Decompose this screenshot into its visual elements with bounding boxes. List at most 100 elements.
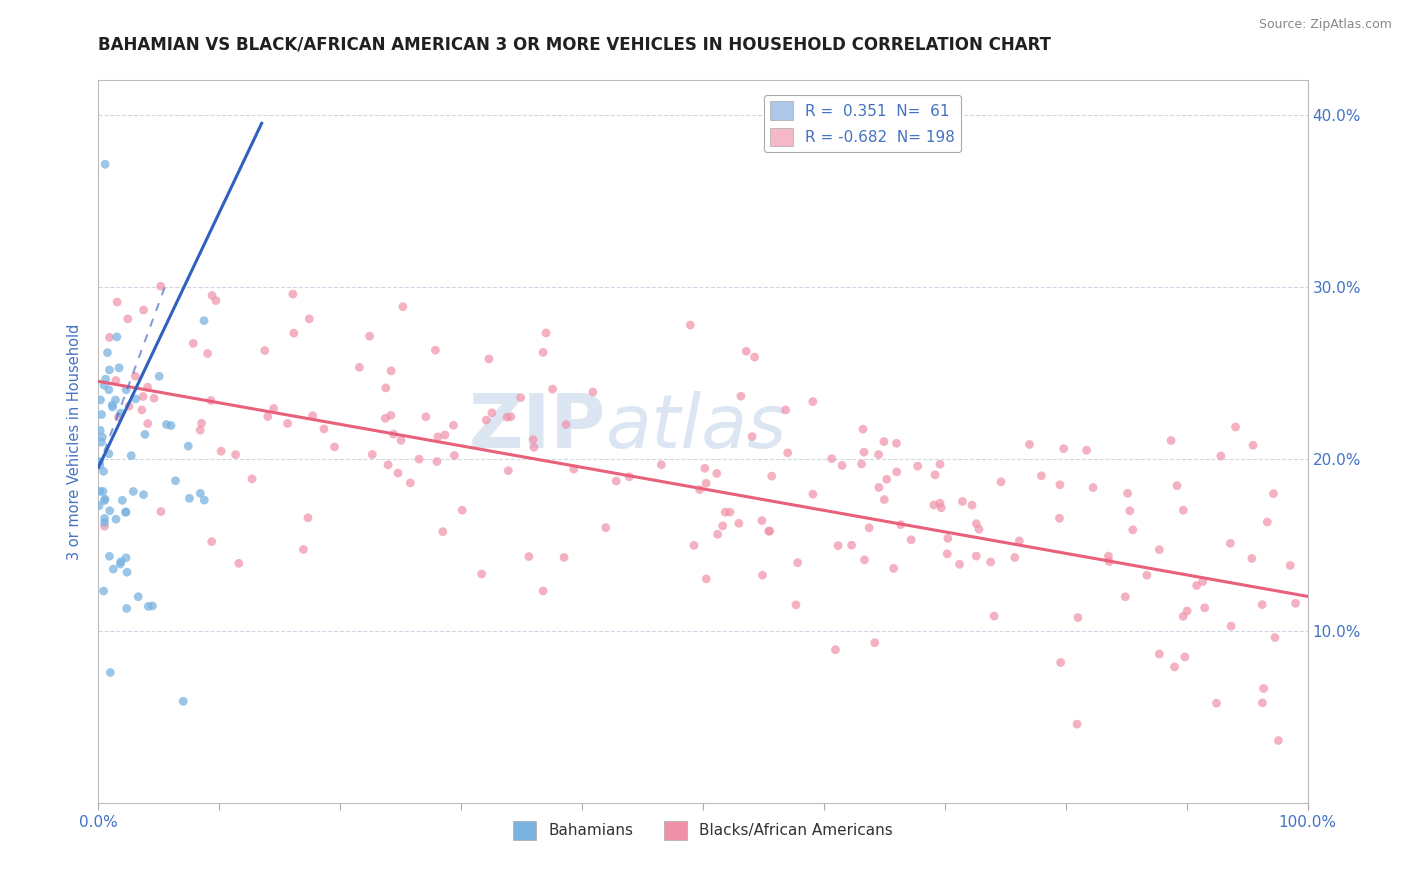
Point [426,454,449,468]
Point [876,472,898,486]
Point [389,434,412,448]
Point [209,444,232,458]
Point [225,448,247,462]
Point [399,475,422,490]
Point [751,568,773,582]
Point [741,429,763,443]
Point [751,514,773,528]
Point [907,459,929,474]
Point [801,487,824,501]
Point [1081,481,1104,495]
Point [553,550,575,565]
Point [115,601,138,615]
Point [148,369,170,384]
Point [124,392,146,406]
Point [824,642,846,657]
Point [90,435,112,450]
Point [297,510,319,524]
Point [433,428,456,442]
Point [93,516,115,530]
Point [104,374,127,388]
Legend: Bahamians, Blacks/African Americans: Bahamians, Blacks/African Americans [508,815,898,846]
Point [650,458,672,472]
Point [851,457,873,471]
Point [786,556,808,570]
Point [98,363,121,377]
Point [256,409,278,424]
Point [136,380,159,394]
Point [110,557,132,571]
Point [1264,631,1286,645]
Point [110,555,132,569]
Point [197,346,219,360]
Point [425,343,447,358]
Point [960,498,983,512]
Point [188,486,211,500]
Point [97,383,120,397]
Point [922,498,945,512]
Point [94,492,117,507]
Point [531,345,554,359]
Point [718,505,741,519]
Point [228,557,250,571]
Point [683,538,706,552]
Point [744,350,766,364]
Point [852,422,875,436]
Point [948,558,970,572]
Point [93,378,115,392]
Point [132,488,155,502]
Point [965,516,987,531]
Point [758,524,780,538]
Point [107,409,129,424]
Point [785,598,807,612]
Point [323,440,346,454]
Point [105,295,128,310]
Point [496,410,519,425]
Point [1031,468,1053,483]
Point [97,447,120,461]
Point [1160,434,1182,448]
Point [108,360,131,375]
Point [93,519,115,533]
Point [105,330,128,344]
Point [1173,609,1195,624]
Point [1149,647,1171,661]
Point [380,409,402,423]
Point [1284,596,1306,610]
Point [890,517,912,532]
Point [761,469,783,483]
Text: ZIP: ZIP [470,391,606,464]
Point [131,403,153,417]
Point [1018,437,1040,451]
Point [1241,438,1264,452]
Point [177,439,200,453]
Point [706,527,728,541]
Point [727,516,749,531]
Point [117,311,139,326]
Point [415,409,437,424]
Point [312,422,335,436]
Point [471,567,494,582]
Point [562,462,585,476]
Point [292,542,315,557]
Point [408,452,430,467]
Point [1067,610,1090,624]
Point [1175,604,1198,618]
Point [380,364,402,378]
Point [852,445,875,459]
Point [1251,696,1274,710]
Point [136,417,159,431]
Point [523,441,546,455]
Point [1174,649,1197,664]
Point [595,521,617,535]
Point [201,288,224,302]
Point [149,279,172,293]
Point [93,511,115,525]
Point [827,539,849,553]
Point [101,398,124,412]
Point [426,430,449,444]
Point [143,391,166,405]
Point [1119,504,1142,518]
Point [886,465,908,479]
Point [517,549,540,564]
